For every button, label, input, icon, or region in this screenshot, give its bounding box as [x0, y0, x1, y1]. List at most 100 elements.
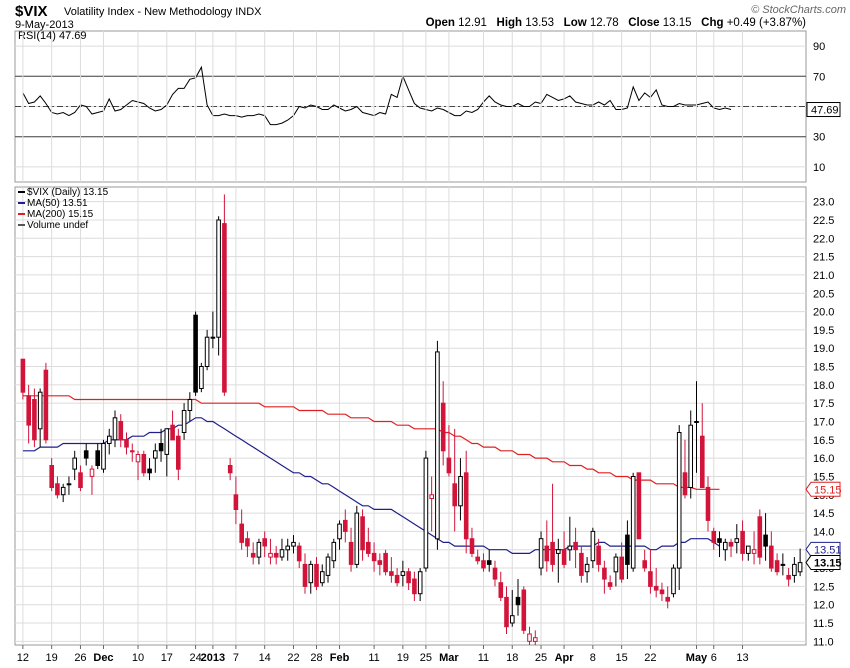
price-value-tag-text: 15.15 — [814, 484, 842, 496]
candle-body — [757, 516, 763, 558]
candle-body — [170, 424, 175, 441]
candle-body — [584, 563, 590, 573]
candle-body — [101, 443, 106, 470]
candle-body — [141, 454, 147, 474]
quote-summary: Open 12.91 High 13.53 Low 12.78 Close 13… — [426, 17, 806, 29]
x-tick-label: 15 — [616, 652, 628, 664]
ma200-line — [22, 395, 720, 490]
candle-body — [527, 633, 532, 642]
price-value-tag — [805, 541, 841, 557]
candle-body — [694, 421, 699, 423]
candle-body — [550, 541, 555, 565]
candle-body — [475, 556, 480, 562]
candle-body — [124, 439, 129, 448]
x-tick-label: 14 — [259, 652, 271, 664]
candle-body — [463, 472, 469, 540]
x-tick-label: Feb — [330, 652, 350, 664]
x-tick-label: 25 — [420, 652, 432, 664]
candle-body — [118, 421, 124, 441]
low-label: Low — [563, 17, 587, 29]
candle-body — [740, 530, 745, 554]
price-y-tick: 15.5 — [813, 471, 834, 483]
candle-body — [176, 435, 181, 470]
candle-body — [648, 571, 653, 587]
candle-body — [700, 435, 705, 489]
candle-body — [498, 582, 504, 598]
candle-body — [619, 556, 625, 580]
candle-body — [227, 465, 233, 474]
x-tick-label: 10 — [132, 652, 144, 664]
rsi-value-tag — [806, 102, 841, 118]
price-y-tick: 16.0 — [813, 453, 834, 465]
candle-body — [780, 563, 786, 566]
candle-body — [308, 563, 314, 584]
change-label: Chg — [701, 17, 724, 29]
open-value: 12.91 — [458, 17, 487, 29]
candle-body — [354, 512, 360, 565]
candle-body — [210, 336, 216, 339]
candle-body — [717, 538, 722, 543]
candle-body — [331, 541, 337, 562]
candle-body — [653, 585, 659, 591]
candle-body — [78, 472, 83, 488]
low-value: 12.78 — [589, 17, 619, 29]
candle-body — [492, 567, 498, 580]
candle-body — [273, 552, 279, 558]
candle-body — [320, 571, 325, 584]
candle-body — [486, 560, 492, 565]
candle-body — [423, 457, 429, 569]
candle-body — [630, 476, 636, 569]
candle-body — [705, 486, 711, 521]
candle-body — [607, 582, 613, 587]
candle-body — [135, 454, 141, 463]
candle-body — [245, 538, 250, 547]
x-tick-label: 19 — [46, 652, 58, 664]
candle-body — [233, 494, 239, 510]
x-tick-label: Mar — [439, 652, 459, 664]
candle-body — [43, 369, 49, 441]
price-y-tick: 18.5 — [813, 362, 834, 374]
candle-body — [797, 562, 803, 573]
candle-body — [625, 534, 630, 565]
candle-body — [723, 541, 728, 551]
legend-label: $VIX (Daily) 13.15 — [27, 187, 109, 198]
candle-body — [26, 395, 31, 426]
chart-date: 9-May-2013 — [15, 19, 74, 31]
price-panel: 11.011.512.012.513.013.514.014.515.015.5… — [14, 186, 842, 648]
candle-body — [642, 560, 648, 569]
x-tick-label: 25 — [535, 652, 547, 664]
candle-body — [360, 516, 365, 551]
candle-body — [792, 563, 797, 576]
candle-body — [72, 457, 78, 470]
price-y-tick: 22.0 — [813, 233, 834, 245]
price-y-tick: 19.5 — [813, 325, 834, 337]
price-y-tick: 17.5 — [813, 398, 834, 410]
candle-body — [32, 399, 37, 441]
candle-body — [343, 519, 348, 532]
x-tick-label: 7 — [233, 652, 239, 664]
candle-body — [66, 483, 72, 486]
candle-body — [533, 637, 538, 642]
price-y-tick: 19.0 — [813, 343, 834, 355]
x-tick-label: 11 — [478, 652, 489, 664]
candle-body — [49, 465, 55, 488]
candle-body — [256, 541, 262, 558]
change-value: +0.49 (+3.87%) — [726, 17, 806, 29]
price-value-tag-text: 13.51 — [814, 544, 842, 556]
candle-body — [348, 541, 354, 565]
price-value-tag — [805, 555, 841, 571]
rsi-y-tick: 90 — [813, 41, 825, 53]
x-tick-label: 17 — [161, 652, 173, 664]
candle-body — [481, 560, 486, 569]
price-y-tick: 16.5 — [813, 435, 834, 447]
x-tick-label: 19 — [397, 652, 409, 664]
candle-body — [55, 483, 60, 496]
price-y-tick: 12.0 — [813, 600, 834, 612]
candle-body — [774, 560, 780, 573]
candle-body — [377, 560, 383, 565]
x-tick-label: 2013 — [201, 652, 225, 664]
instrument-name-text: Volatility Index - New Methodology — [64, 6, 233, 18]
brand-watermark: © StockCharts.com — [751, 4, 846, 16]
